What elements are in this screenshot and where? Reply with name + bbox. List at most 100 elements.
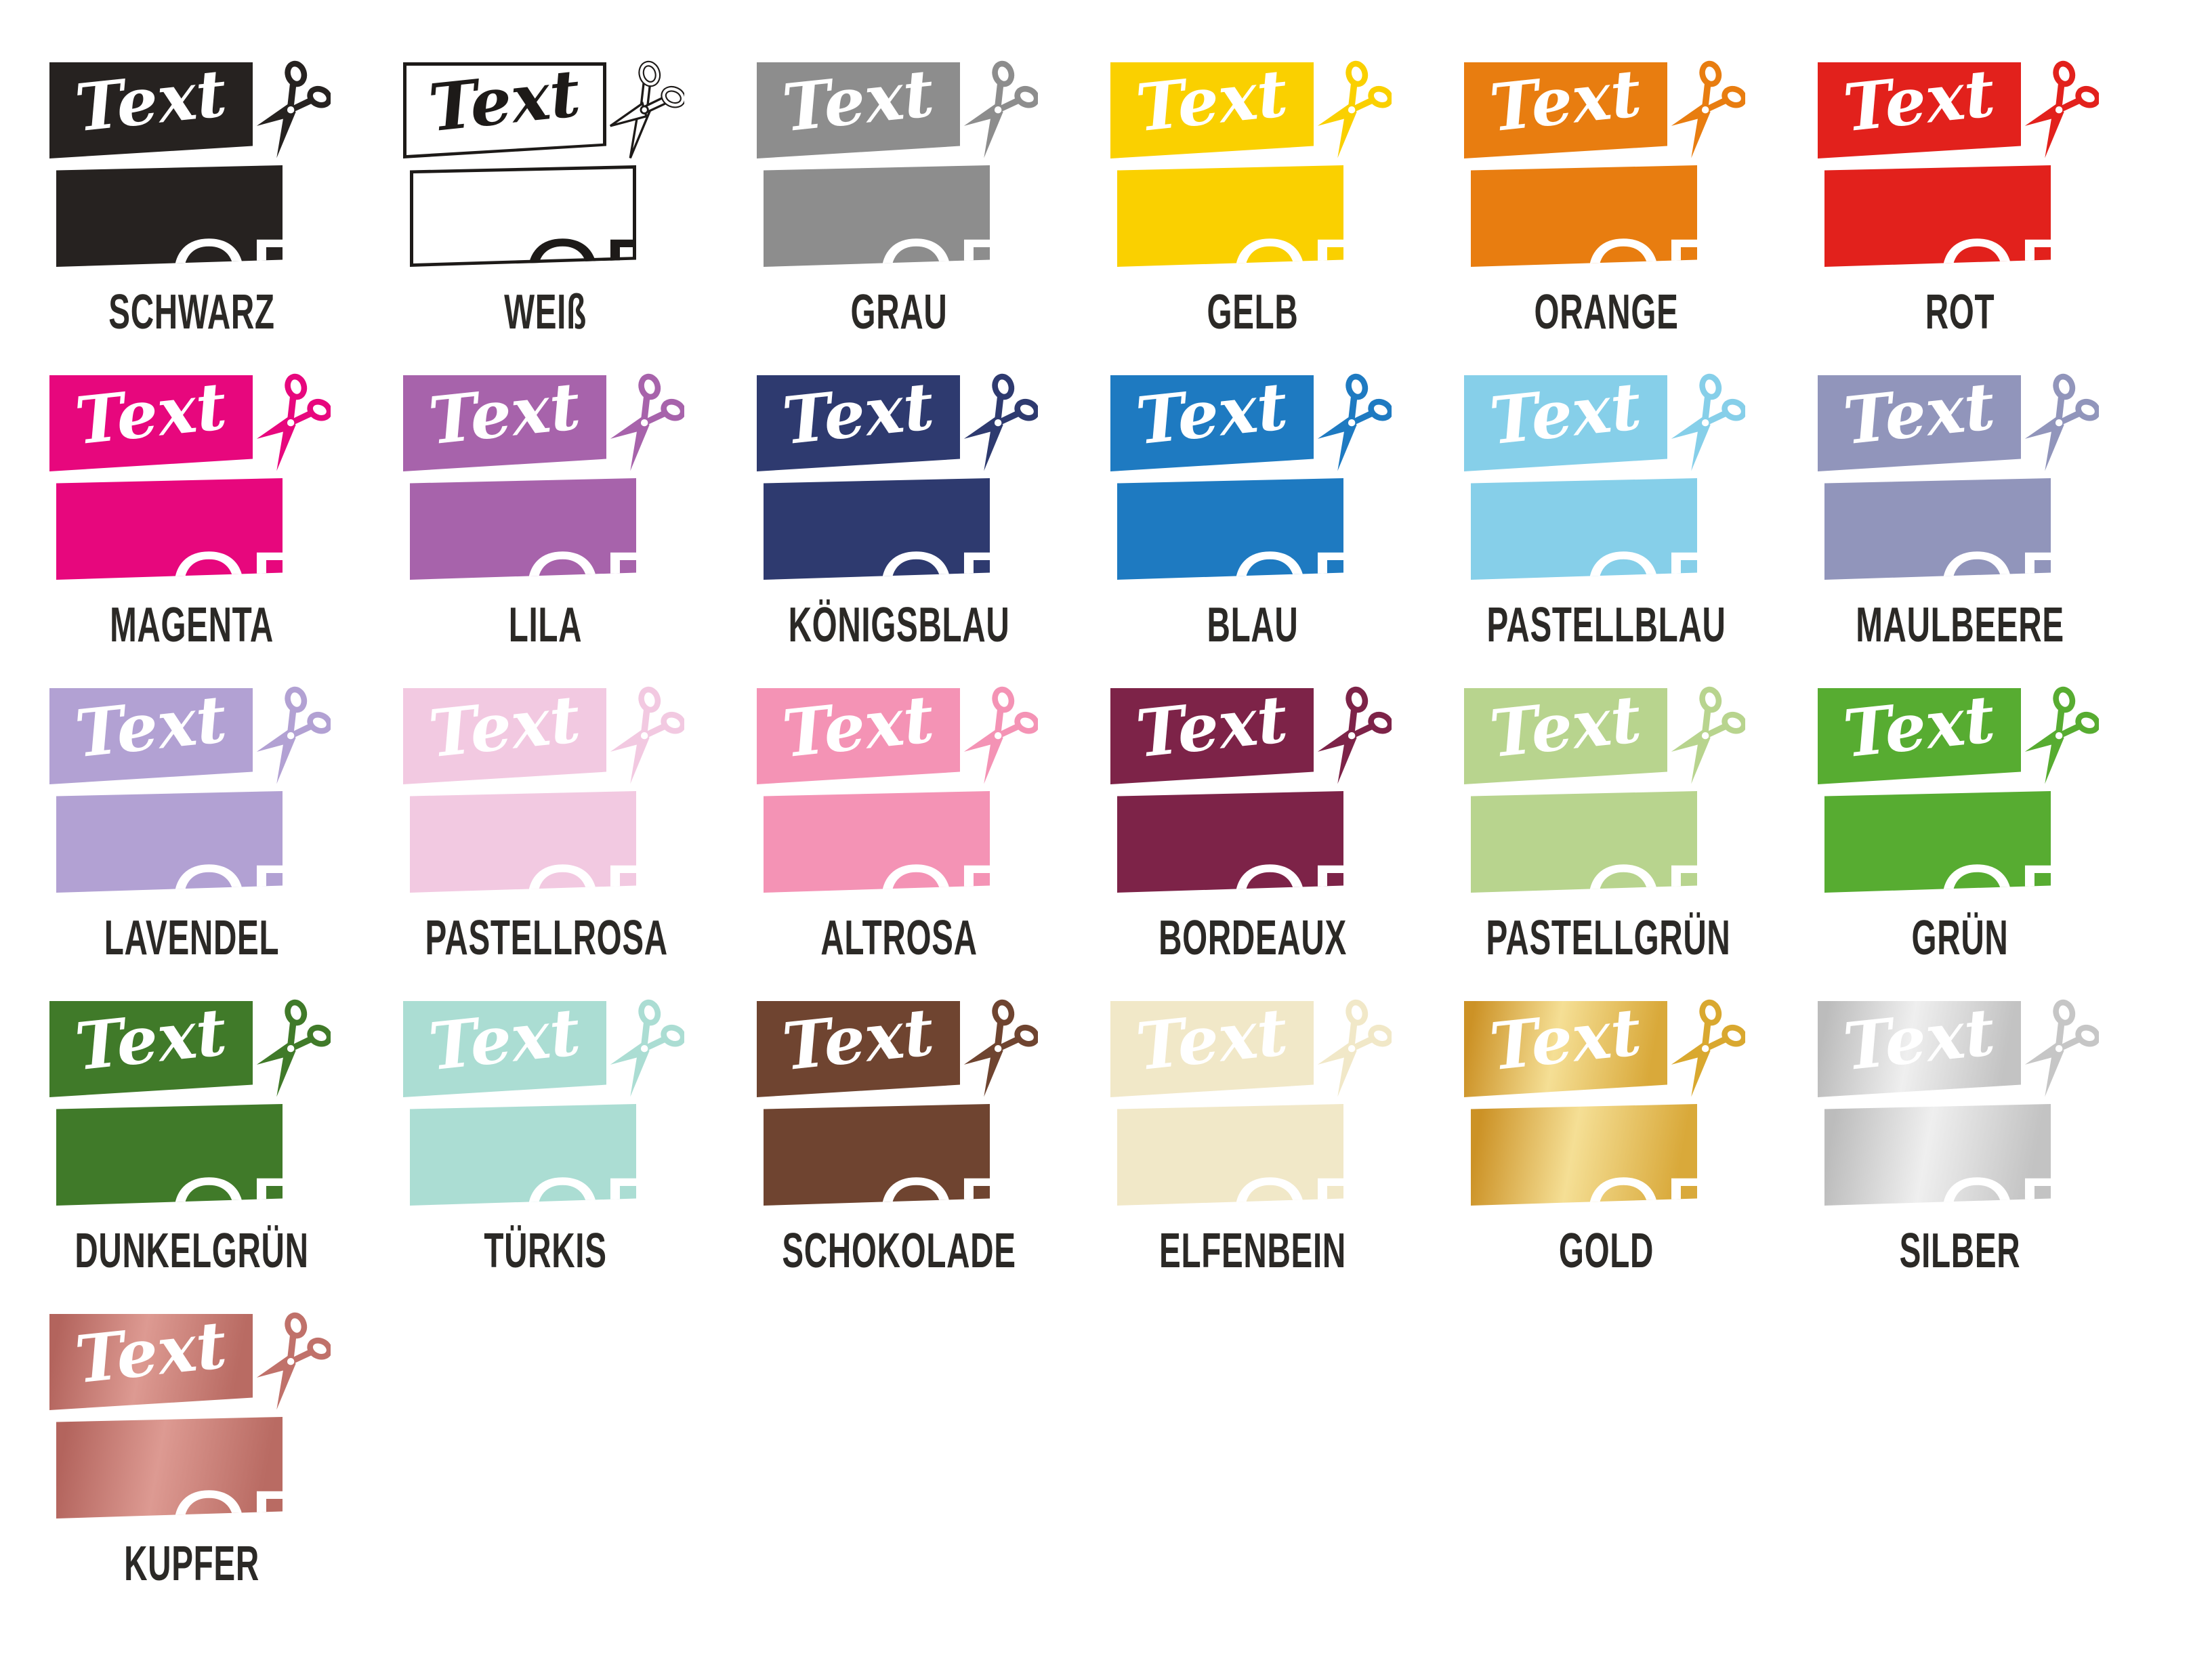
objekt-label: OBJEKT bbox=[1938, 217, 2203, 331]
objekt-box: OBJEKT bbox=[1824, 478, 2051, 580]
color-name-label: MAGENTA bbox=[110, 597, 274, 652]
objekt-label: OBJEKT bbox=[169, 530, 565, 644]
color-name-label: ALTROSA bbox=[820, 910, 978, 965]
text-script-label: Text bbox=[1132, 993, 1291, 1086]
color-name-label: GOLD bbox=[1558, 1223, 1654, 1278]
objekt-label: OBJEKT bbox=[1230, 1156, 1626, 1270]
text-box: Text bbox=[1818, 1001, 2021, 1097]
text-objekt-logo: Text OBJEKT bbox=[757, 60, 1041, 270]
text-objekt-logo: Text OBJEKT bbox=[1464, 686, 1749, 895]
color-name-label: SCHWARZ bbox=[108, 284, 275, 339]
text-objekt-logo: Text OBJEKT bbox=[1818, 373, 2102, 582]
text-script-label: Text bbox=[71, 993, 230, 1086]
text-box: Text bbox=[757, 688, 960, 784]
text-objekt-logo: Text OBJEKT bbox=[49, 999, 334, 1208]
objekt-box: OBJEKT bbox=[764, 478, 990, 580]
text-box: Text bbox=[49, 688, 253, 784]
text-box: Text bbox=[757, 375, 960, 471]
color-name-label: SILBER bbox=[1899, 1223, 2021, 1278]
scissors-icon bbox=[608, 373, 684, 478]
color-swatch-silber[interactable]: Text OBJEKT SILBER bbox=[1783, 998, 2137, 1314]
text-objekt-logo: Text OBJEKT bbox=[1464, 60, 1749, 270]
objekt-label: OBJEKT bbox=[1230, 843, 1626, 957]
objekt-box: OBJEKT bbox=[1117, 791, 1343, 893]
text-box: Text bbox=[1464, 62, 1667, 158]
objekt-box: OBJEKT bbox=[56, 1417, 283, 1519]
color-swatch-schwarz[interactable]: Text OBJEKT SCHWARZ bbox=[15, 60, 369, 375]
color-swatch-türkis[interactable]: Text OBJEKT TÜRKIS bbox=[369, 998, 722, 1314]
objekt-label: OBJEKT bbox=[877, 1156, 1272, 1270]
color-swatch-grün[interactable]: Text OBJEKT GRÜN bbox=[1783, 685, 2137, 1001]
color-swatch-lila[interactable]: Text OBJEKT LILA bbox=[369, 373, 722, 688]
color-swatch-gelb[interactable]: Text OBJEKT GELB bbox=[1076, 60, 1430, 375]
objekt-label: OBJEKT bbox=[1584, 530, 1980, 644]
scissors-icon bbox=[962, 373, 1038, 478]
scissors-icon bbox=[2023, 685, 2099, 791]
color-swatch-weiß[interactable]: Text OBJEKT WEIß bbox=[369, 60, 722, 375]
color-name-label: PASTELLGRÜN bbox=[1486, 910, 1731, 965]
text-script-label: Text bbox=[71, 54, 230, 147]
color-swatch-kupfer[interactable]: Text OBJEKT KUPFER bbox=[15, 1311, 369, 1627]
color-name-label: BLAU bbox=[1207, 597, 1299, 652]
color-name-label: BORDEAUX bbox=[1159, 910, 1347, 965]
text-objekt-logo: Text OBJEKT bbox=[1110, 60, 1395, 270]
scissors-icon bbox=[1669, 60, 1745, 165]
color-name-label: KÖNIGSBLAU bbox=[788, 597, 1010, 652]
text-box: Text bbox=[403, 688, 606, 784]
objekt-box: OBJEKT bbox=[764, 791, 990, 893]
text-script-label: Text bbox=[425, 367, 584, 460]
scissors-icon bbox=[962, 998, 1038, 1104]
text-box: Text bbox=[1110, 375, 1314, 471]
text-box: Text bbox=[403, 62, 606, 158]
text-objekt-logo: Text OBJEKT bbox=[1110, 999, 1395, 1208]
color-swatch-pastellrosa[interactable]: Text OBJEKT PASTELLROSA bbox=[369, 686, 722, 1001]
color-swatch-bordeaux[interactable]: Text OBJEKT BORDEAUX bbox=[1076, 686, 1430, 1001]
color-name-label: LAVENDEL bbox=[104, 910, 280, 965]
text-box: Text bbox=[757, 62, 960, 158]
objekt-label: OBJEKT bbox=[523, 530, 919, 644]
objekt-box: OBJEKT bbox=[764, 1104, 990, 1206]
text-objekt-logo: Text OBJEKT bbox=[1818, 998, 2102, 1208]
color-swatch-blau[interactable]: Text OBJEKT BLAU bbox=[1076, 373, 1430, 688]
text-script-label: Text bbox=[1132, 680, 1291, 773]
color-swatch-orange[interactable]: Text OBJEKT ORANGE bbox=[1430, 60, 1783, 375]
scissors-icon bbox=[962, 60, 1038, 165]
objekt-box: OBJEKT bbox=[56, 1104, 283, 1206]
color-name-label: WEIß bbox=[504, 284, 587, 339]
color-swatch-pastellblau[interactable]: Text OBJEKT PASTELLBLAU bbox=[1430, 373, 1783, 688]
objekt-box: OBJEKT bbox=[410, 1104, 636, 1206]
text-objekt-logo: Text OBJEKT bbox=[1464, 998, 1749, 1208]
scissors-icon bbox=[255, 1311, 331, 1417]
color-swatch-pastellgrün[interactable]: Text OBJEKT PASTELLGRÜN bbox=[1430, 686, 1783, 1001]
color-swatch-lavendel[interactable]: Text OBJEKT LAVENDEL bbox=[15, 686, 369, 1001]
text-script-label: Text bbox=[1486, 367, 1645, 460]
color-swatch-elfenbein[interactable]: Text OBJEKT ELFENBEIN bbox=[1076, 999, 1430, 1314]
color-swatch-grau[interactable]: Text OBJEKT GRAU bbox=[722, 60, 1076, 375]
color-name-label: GELB bbox=[1207, 284, 1299, 339]
color-swatch-magenta[interactable]: Text OBJEKT MAGENTA bbox=[15, 373, 369, 688]
scissors-icon bbox=[2023, 998, 2099, 1104]
color-swatch-maulbeere[interactable]: Text OBJEKT MAULBEERE bbox=[1783, 373, 2137, 688]
color-name-label: DUNKELGRÜN bbox=[75, 1223, 309, 1278]
scissors-icon bbox=[1669, 998, 1745, 1104]
color-swatch-dunkelgrün[interactable]: Text OBJEKT DUNKELGRÜN bbox=[15, 999, 369, 1314]
text-box: Text bbox=[1464, 688, 1667, 784]
objekt-box: OBJEKT bbox=[410, 165, 636, 267]
text-script-label: Text bbox=[778, 993, 938, 1086]
scissors-icon bbox=[608, 998, 684, 1104]
color-swatch-altrosa[interactable]: Text OBJEKT ALTROSA bbox=[722, 686, 1076, 1001]
color-swatch-rot[interactable]: Text OBJEKT ROT bbox=[1783, 60, 2137, 375]
text-objekt-logo: Text OBJEKT bbox=[757, 373, 1041, 582]
objekt-box: OBJEKT bbox=[1117, 1104, 1343, 1206]
text-script-label: Text bbox=[1132, 367, 1291, 460]
text-objekt-logo: Text OBJEKT bbox=[49, 60, 334, 270]
text-box: Text bbox=[1464, 1001, 1667, 1097]
objekt-label: OBJEKT bbox=[1938, 1156, 2203, 1270]
color-swatch-gold[interactable]: Text OBJEKT GOLD bbox=[1430, 998, 1783, 1314]
text-objekt-logo: Text OBJEKT bbox=[49, 373, 334, 582]
color-swatch-schokolade[interactable]: Text OBJEKT SCHOKOLADE bbox=[722, 998, 1076, 1314]
objekt-label: OBJEKT bbox=[877, 843, 1272, 957]
color-name-label: KUPFER bbox=[124, 1535, 259, 1591]
color-swatch-königsblau[interactable]: Text OBJEKT KÖNIGSBLAU bbox=[722, 373, 1076, 688]
